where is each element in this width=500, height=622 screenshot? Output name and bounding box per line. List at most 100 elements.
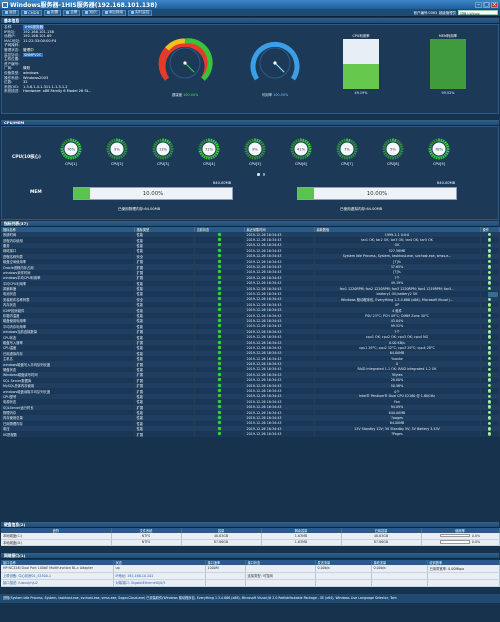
table-row[interactable]: 系统时间 性能 2019-12-26 16:34:43 1999-1-1 0:0:0 bbox=[1, 232, 500, 238]
view-icon[interactable] bbox=[487, 367, 492, 372]
table-row[interactable]: MySQL总体内存使用 扩展 2019-12-26 16:34:43 50.58% bbox=[1, 382, 500, 389]
indicator-column-header[interactable]: 操作 bbox=[480, 227, 500, 232]
table-row[interactable]: 已用物理内存 性能 2019-12-26 16:34:43 64.00MB bbox=[1, 420, 500, 427]
nic-column-header[interactable]: 收到数率 bbox=[427, 560, 500, 565]
view-icon[interactable] bbox=[487, 410, 492, 415]
view-icon[interactable] bbox=[487, 389, 492, 393]
knowledge-button[interactable]: 知识 bbox=[82, 9, 100, 16]
table-row[interactable]: windows平均CPU利用率 扩展 2019-12-26 16:34:43 7个 bbox=[1, 275, 500, 281]
table-row[interactable]: 磁盘空间使用率 扩展 2019-12-26 16:34:43 [7]% bbox=[1, 258, 500, 265]
view-icon[interactable] bbox=[487, 319, 492, 323]
table-row[interactable]: 已用虚拟内存 性能 2019-12-26 16:34:43 64.00MB bbox=[1, 350, 500, 356]
table-row[interactable]: 风扇转速 性能 2019-12-26 16:34:43 fan1 1220RPM; f… bbox=[1, 285, 500, 292]
disk-column-header[interactable]: 盘符 bbox=[1, 528, 112, 533]
disk-column-header[interactable]: 容量 bbox=[181, 528, 262, 533]
table-row[interactable]: windows磁盘读取平均队列长度 扩展 2019-12-26 16:34:43 0个 bbox=[1, 388, 500, 394]
table-row[interactable]: Windows磁盘读写时间 扩展 2019-12-26 16:34:43 ?Bytes bbox=[1, 372, 500, 378]
view-icon[interactable] bbox=[487, 313, 492, 318]
table-row[interactable]: CPU状态 性能 2019-12-26 16:34:43 cpu1 OK; cpu2 … bbox=[1, 334, 500, 340]
table-row[interactable]: windows磁盘写入平均队列长度 扩展 2019-12-26 16:34:43 0 bbox=[1, 361, 500, 367]
view-icon[interactable] bbox=[487, 394, 492, 399]
table-row[interactable]: 本地磁盘(C:) NTFS 48.83GB 1.63MB 48.83GB 0.0% bbox=[1, 533, 500, 540]
view-icon[interactable] bbox=[487, 270, 492, 275]
indicator-column-header[interactable]: 当前状态 bbox=[194, 227, 245, 232]
view-icon[interactable] bbox=[487, 243, 492, 248]
view-icon[interactable] bbox=[487, 426, 492, 431]
view-icon[interactable] bbox=[487, 346, 492, 350]
view-icon[interactable] bbox=[487, 286, 492, 291]
indicator-column-header[interactable]: 指标类型 bbox=[134, 227, 195, 232]
view-icon[interactable] bbox=[487, 276, 492, 280]
table-row[interactable]: ICMP检测组件 性能 2019-12-26 16:34:43 4 组件 bbox=[1, 307, 500, 313]
table-row[interactable]: 物理内存 性能 2019-12-26 16:34:43 640.00MB bbox=[1, 409, 500, 416]
indicator-column-header[interactable]: 指标名称 bbox=[1, 227, 135, 232]
disk-column-header[interactable]: 剩余容量 bbox=[261, 528, 342, 533]
back-button[interactable]: 返回 bbox=[2, 9, 20, 16]
view-icon[interactable] bbox=[487, 302, 492, 307]
view-icon[interactable] bbox=[487, 405, 492, 409]
table-row[interactable]: IIS进程数 扩展 2019-12-26 16:34:43 ?Pages bbox=[1, 431, 500, 437]
view-icon[interactable] bbox=[487, 356, 492, 361]
table-row[interactable]: 内存状态 性能 2019-12-26 16:34:43 UP bbox=[1, 302, 500, 308]
carousel-dot[interactable] bbox=[257, 173, 260, 176]
close-icon[interactable]: × bbox=[491, 1, 498, 8]
view-icon[interactable] bbox=[487, 362, 492, 366]
view-icon[interactable] bbox=[487, 416, 492, 420]
cmdb-button[interactable]: CMDB bbox=[21, 9, 43, 16]
disk-column-header[interactable]: 文件系统 bbox=[111, 528, 182, 533]
view-icon[interactable] bbox=[487, 432, 492, 436]
carousel-dot[interactable] bbox=[262, 173, 265, 176]
view-icon[interactable] bbox=[487, 421, 492, 426]
add-group-button[interactable]: 添加到组 bbox=[101, 9, 126, 16]
view-icon[interactable] bbox=[487, 351, 492, 356]
table-row[interactable]: SQL Server数据库 扩展 2019-12-26 16:34:43 28.00% bbox=[1, 377, 500, 383]
alarm-button[interactable]: 告警 bbox=[63, 9, 81, 16]
table-row[interactable]: 平均CPU利用率 性能 2019-12-26 16:34:43 49.19% bbox=[1, 280, 500, 286]
indicator-scrollbar[interactable] bbox=[488, 292, 498, 297]
table-row[interactable]: 硬盘状态 性能 2019-12-26 16:34:43 RAID Integrated… bbox=[1, 366, 500, 373]
view-icon[interactable] bbox=[487, 281, 492, 285]
nic-column-header[interactable]: 接口名称 bbox=[1, 560, 114, 565]
view-icon[interactable] bbox=[487, 249, 492, 253]
view-icon[interactable] bbox=[487, 297, 492, 302]
view-icon[interactable] bbox=[487, 383, 492, 388]
table-row[interactable]: windows采样时间 扩展 2019-12-26 16:34:43 [?]% bbox=[1, 269, 500, 276]
view-icon[interactable] bbox=[487, 329, 492, 334]
table-row[interactable]: CPU温度 性能 2019-12-26 16:34:43 cpu1 29°C; cpu… bbox=[1, 345, 500, 351]
nic-column-header[interactable]: 发送流量 bbox=[315, 560, 372, 565]
view-icon[interactable] bbox=[487, 324, 492, 329]
table-row[interactable]: 主机名 性能 2019-12-26 16:34:43 Yuanke bbox=[1, 355, 500, 362]
table-row[interactable]: windows当前连接数量 扩展 2019-12-26 16:34:43 7个 bbox=[1, 329, 500, 335]
view-icon[interactable] bbox=[487, 400, 492, 404]
table-row[interactable]: 进程内存使用 性能 2019-12-26 16:34:43 tar1 OK; tar2… bbox=[1, 237, 500, 243]
search-input[interactable]: 请输入Windo bbox=[458, 10, 498, 16]
table-row[interactable]: 进程名称列表 安全 2019-12-26 16:34:43 System Idle P… bbox=[1, 253, 500, 259]
table-row[interactable]: 电源状态 性能 2019-12-26 16:34:43 Fan bbox=[1, 399, 500, 405]
view-icon[interactable] bbox=[487, 335, 492, 339]
table-row[interactable]: Oracle进程内存占用 扩展 2019-12-26 16:34:43 37.65% bbox=[1, 264, 500, 270]
config-button[interactable]: 配置 bbox=[44, 9, 62, 16]
view-icon[interactable] bbox=[487, 238, 492, 242]
nic-column-header[interactable]: 接口速率 bbox=[205, 560, 246, 565]
indicator-column-header[interactable]: 最近采集时间 bbox=[244, 227, 315, 232]
view-icon[interactable] bbox=[487, 340, 492, 345]
realtime-button[interactable]: 实时监控 bbox=[127, 9, 153, 16]
table-row[interactable]: 磁盘使用利用率 性能 2019-12-26 16:34:43 43.04% bbox=[1, 318, 500, 324]
table-row[interactable]: 服务 性能 2019-12-26 16:34:43 OK bbox=[1, 242, 500, 249]
view-icon[interactable] bbox=[487, 373, 492, 377]
table-row[interactable]: HP NC326i Dual Port 100bE Multifunction … bbox=[1, 565, 500, 573]
view-icon[interactable] bbox=[487, 259, 492, 264]
table-row[interactable]: 网络接口 性能 2019-12-26 16:34:43 527.58MB bbox=[1, 248, 500, 254]
table-row[interactable]: SQLServer运行时长 扩展 2019-12-26 16:34:43 94.09% bbox=[1, 404, 500, 410]
disk-column-header[interactable]: 已用容量 bbox=[341, 528, 422, 533]
view-icon[interactable] bbox=[487, 254, 492, 259]
table-row[interactable]: CPU型号 性能 2019-12-26 16:34:43 Intel® Pentium… bbox=[1, 393, 500, 400]
table-row[interactable]: 内存使用总量 性能 2019-12-26 16:34:43 ?pages bbox=[1, 415, 500, 421]
view-icon[interactable] bbox=[487, 265, 492, 269]
nic-column-header[interactable]: 接收流量 bbox=[371, 560, 428, 565]
disk-column-header[interactable]: 使用率 bbox=[421, 528, 500, 533]
table-row[interactable]: 安装软件名称列表 安全 2019-12-26 16:34:43 Windows 驱动程… bbox=[1, 296, 500, 303]
table-row[interactable]: 磁盘写入速率 扩展 2019-12-26 16:34:43 0.00 KB/s bbox=[1, 339, 500, 346]
maximize-icon[interactable]: □ bbox=[483, 1, 490, 8]
view-icon[interactable] bbox=[487, 378, 492, 383]
